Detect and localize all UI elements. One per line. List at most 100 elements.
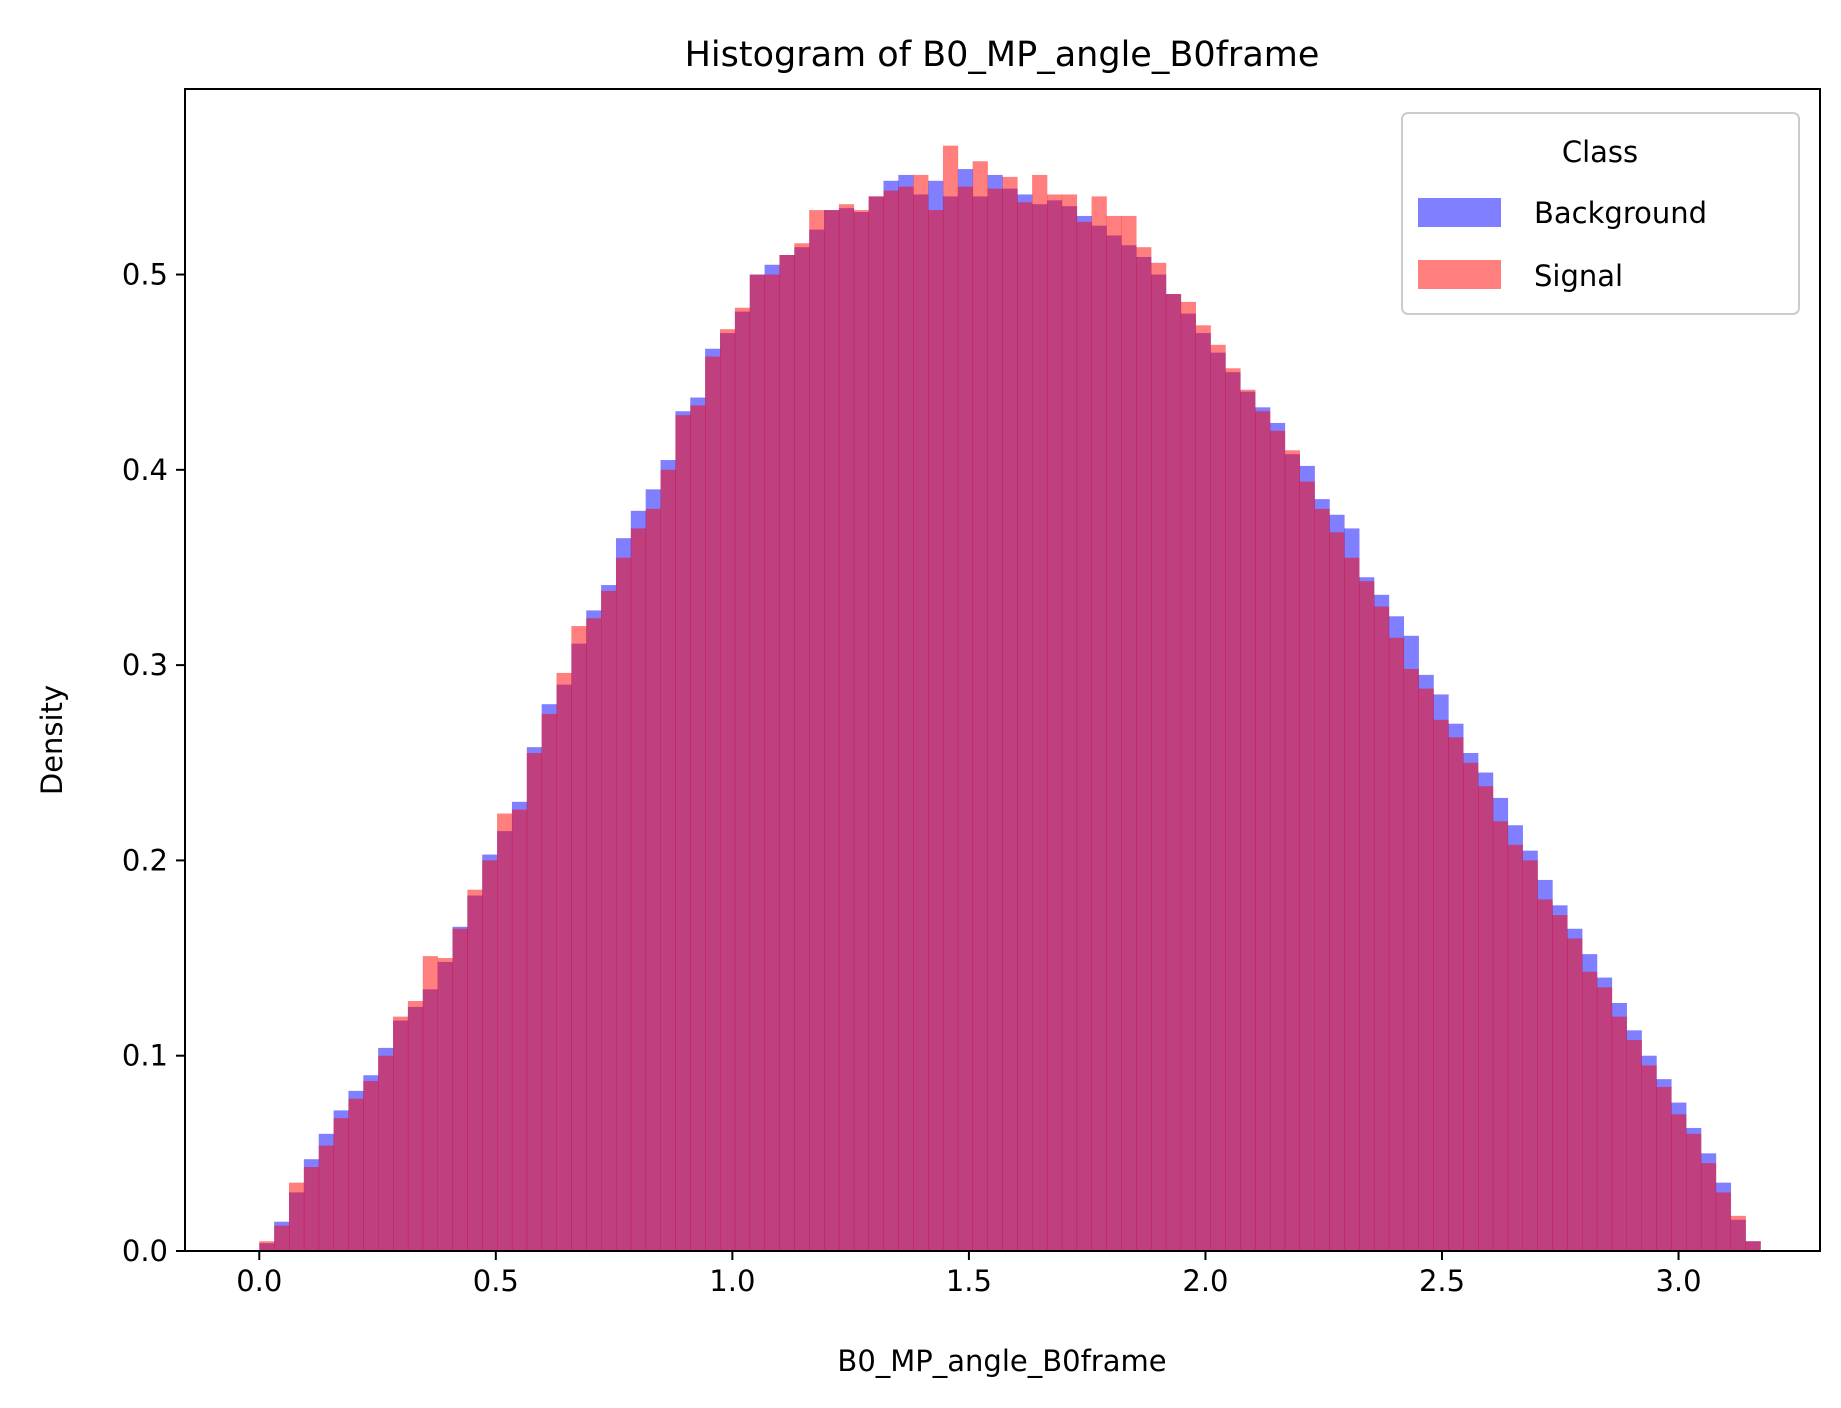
histogram-bar-signal <box>1671 1114 1687 1251</box>
histogram-bar-signal <box>482 860 498 1251</box>
histogram-bar-signal <box>1299 481 1315 1251</box>
histogram-bar-signal <box>303 1167 320 1251</box>
y-axis-label: Density <box>35 685 69 795</box>
histogram-bar-signal <box>259 1241 275 1251</box>
histogram-bar-signal <box>913 174 929 1252</box>
histogram-bar-signal <box>1596 987 1613 1251</box>
histogram-bar-signal <box>1507 844 1523 1251</box>
histogram-bar-signal <box>393 1016 409 1251</box>
histogram-bar-signal <box>333 1118 349 1251</box>
histogram-bar-signal <box>764 274 780 1251</box>
x-tick-label: 2.0 <box>1182 1264 1228 1298</box>
histogram-bar-signal <box>690 405 706 1251</box>
y-tick-label: 0.4 <box>122 453 168 487</box>
legend-swatch-background <box>1418 198 1501 227</box>
histogram-bar-signal <box>556 672 572 1251</box>
histogram-bar-signal <box>363 1081 379 1251</box>
histogram-bar-signal <box>615 557 632 1251</box>
histogram-bar-signal <box>1522 860 1538 1251</box>
x-tick-label: 0.5 <box>473 1264 519 1298</box>
histogram-bar-signal <box>1076 221 1092 1251</box>
x-axis-label: B0_MP_angle_B0frame <box>837 1344 1166 1378</box>
y-tick-label: 0.3 <box>122 648 168 682</box>
x-tick-label: 1.5 <box>946 1264 992 1298</box>
histogram-bar-signal <box>853 210 869 1252</box>
histogram-bar-signal <box>928 210 944 1252</box>
histogram-bar-signal <box>437 958 453 1251</box>
histogram-bar-signal <box>1359 581 1375 1251</box>
histogram-bar-signal <box>289 1182 305 1251</box>
histogram-bar-signal <box>1537 899 1553 1251</box>
histogram-bar-signal <box>1180 301 1196 1251</box>
histogram-bar-signal <box>497 813 513 1251</box>
histogram-bar-signal <box>1641 1065 1657 1251</box>
histogram-bar-signal <box>601 590 617 1251</box>
legend-title: Class <box>1562 135 1638 169</box>
x-tick-label: 0.0 <box>236 1264 282 1298</box>
histogram-bar-signal <box>378 1055 394 1251</box>
legend-label-background: Background <box>1534 196 1707 230</box>
legend-box <box>1401 112 1800 315</box>
histogram-bar-signal <box>1403 669 1419 1251</box>
histogram-bar-signal <box>526 753 543 1251</box>
histogram-bar-signal <box>1478 786 1494 1251</box>
histogram-bar-signal <box>1552 915 1568 1251</box>
histogram-bar-signal <box>749 274 765 1251</box>
histogram-bar-signal <box>318 1145 334 1251</box>
histogram-bar-signal <box>1106 215 1122 1252</box>
histogram-bar-signal <box>675 415 691 1251</box>
histogram-bar-signal <box>1195 325 1211 1251</box>
histogram-bar-signal <box>1314 508 1330 1251</box>
y-tick-label: 0.2 <box>122 843 168 877</box>
histogram-bar-signal <box>1032 174 1048 1252</box>
chart-title: Histogram of B0_MP_angle_B0frame <box>685 35 1320 75</box>
y-tick-label: 0.0 <box>122 1234 168 1268</box>
histogram-bar-signal <box>1136 247 1152 1251</box>
histogram-bar-signal <box>1329 532 1345 1251</box>
histogram-bar-signal <box>1433 719 1449 1251</box>
histogram-bar-signal <box>541 713 557 1251</box>
y-axis: 0.0 0.1 0.2 0.3 0.4 0.5 <box>122 258 185 1268</box>
histogram-bar-signal <box>511 809 528 1251</box>
histogram-bar-signal <box>1715 1192 1732 1251</box>
histogram-bar-signal <box>898 186 914 1251</box>
histogram-bar-signal <box>1269 430 1286 1251</box>
histogram-bar-signal <box>1463 762 1479 1251</box>
histogram-bar-signal <box>630 528 647 1251</box>
histogram-bar-signal <box>1656 1086 1672 1251</box>
histogram-bar-signal <box>586 618 602 1251</box>
histogram-bar-signal <box>1225 368 1241 1251</box>
histogram-bar-signal <box>1061 194 1078 1252</box>
histogram-bar-signal <box>1745 1241 1761 1251</box>
plot-area <box>259 145 1761 1252</box>
y-tick-label: 0.1 <box>122 1039 168 1073</box>
histogram-bar-signal <box>660 469 676 1251</box>
axes-frame <box>184 88 1821 1252</box>
histogram-bar-signal <box>1344 557 1360 1251</box>
y-tick-label: 0.5 <box>122 258 168 292</box>
histogram-bar-signal <box>883 190 899 1251</box>
x-tick-label: 2.5 <box>1419 1264 1465 1298</box>
histogram-bar-signal <box>1046 194 1063 1252</box>
histogram-bar-signal <box>1448 737 1464 1251</box>
histogram-bar-signal <box>1388 637 1405 1251</box>
histogram-bar-signal <box>1582 971 1598 1251</box>
histogram-bar-signal <box>809 210 825 1252</box>
histogram-bar-signal <box>942 145 959 1251</box>
x-axis: 0.0 0.5 1.0 1.5 2.0 2.5 3.0 <box>236 1251 1702 1298</box>
histogram-bar-signal <box>972 161 988 1251</box>
histogram-bar-signal <box>1567 938 1583 1251</box>
histogram-bar-signal <box>1121 215 1137 1252</box>
histogram-bar-signal <box>794 243 810 1251</box>
histogram-bar-signal <box>1611 1016 1627 1251</box>
histogram-bar-signal <box>824 210 840 1252</box>
series-signal-bars <box>259 145 1761 1252</box>
histogram-bar-signal <box>1492 821 1509 1251</box>
histogram-bar-signal <box>1373 606 1390 1251</box>
histogram-bar-signal <box>645 508 661 1251</box>
histogram-bar-signal <box>1284 450 1300 1251</box>
histogram-bar-signal <box>452 928 468 1251</box>
legend-swatch-signal <box>1418 260 1501 289</box>
histogram-bar-signal <box>274 1225 290 1251</box>
